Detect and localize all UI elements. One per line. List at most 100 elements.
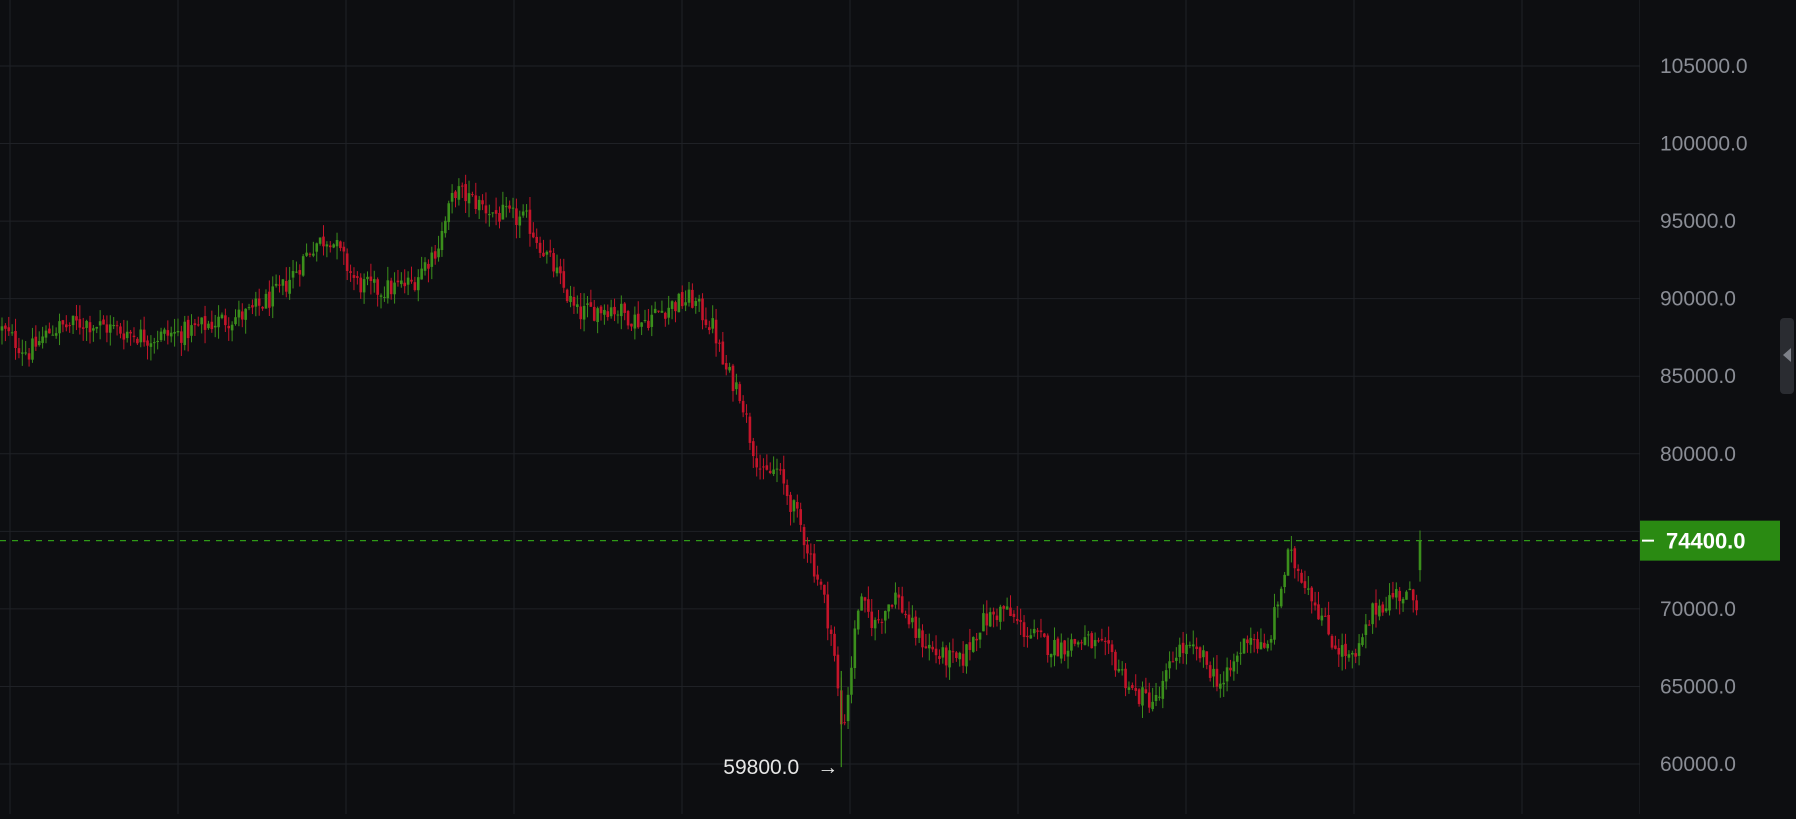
candle-body <box>1418 540 1422 571</box>
candle-body <box>816 574 819 580</box>
candle-body <box>71 315 75 326</box>
candle-body <box>78 319 82 328</box>
candle-body <box>1303 581 1307 589</box>
candle-body <box>328 245 332 248</box>
low-price-label: 59800.0 <box>723 756 799 779</box>
candle-body <box>1181 642 1185 654</box>
candle-body <box>1022 622 1026 638</box>
candle-body <box>68 325 71 327</box>
candle-body <box>589 302 593 307</box>
candle-body <box>603 309 606 315</box>
candle-body <box>836 654 840 689</box>
candle-body <box>1137 689 1141 705</box>
candle-body <box>718 342 721 344</box>
candle-body <box>1242 638 1246 654</box>
candle-body <box>1212 668 1215 677</box>
candle-body <box>471 194 474 196</box>
candle-body <box>674 302 677 312</box>
candle-body <box>65 324 68 328</box>
price-axis-bg <box>1640 0 1796 814</box>
last-price-label: 74400.0 <box>1666 529 1746 554</box>
candle-body <box>1405 591 1408 600</box>
candle-body <box>1391 592 1395 598</box>
candle-body <box>1015 618 1019 621</box>
candle-body <box>1384 608 1388 612</box>
candle-body <box>251 305 254 308</box>
candle-body <box>826 594 830 629</box>
price-axis[interactable]: 105000.0 100000.0 95000.0 90000.0 85000.0 800… <box>1640 0 1796 814</box>
candle-body <box>1114 651 1117 671</box>
candle-body <box>1351 652 1354 655</box>
candle-body <box>1317 604 1320 620</box>
candle-body <box>616 314 620 316</box>
candle-body <box>437 248 440 258</box>
candle-body <box>1256 639 1259 649</box>
candle-body <box>125 331 129 339</box>
candle-body <box>1053 639 1056 656</box>
candle-body <box>1080 642 1083 644</box>
candle-body <box>1269 638 1273 643</box>
candle-body <box>863 597 867 601</box>
candle-body <box>968 642 972 650</box>
candle-body <box>714 319 718 344</box>
candle-body <box>579 306 583 320</box>
candle-body <box>609 307 613 317</box>
candle-body <box>1225 667 1229 682</box>
candle-body <box>1127 687 1131 690</box>
candle-body <box>1415 600 1418 611</box>
candle-body <box>1090 633 1094 649</box>
candle-body <box>14 330 17 349</box>
candle-body <box>592 306 596 321</box>
candle-body <box>829 629 833 634</box>
candle-body <box>772 469 775 475</box>
candle-body <box>58 321 61 334</box>
candle-body <box>129 331 132 334</box>
grid-lines <box>0 0 1641 814</box>
candle-body <box>295 271 298 273</box>
candle-body <box>146 340 149 346</box>
candle-body <box>427 263 430 269</box>
candle-body <box>1357 643 1361 656</box>
candle-body <box>809 553 813 555</box>
candle-body <box>948 650 951 668</box>
candle-body <box>914 616 918 638</box>
candle-body <box>1029 635 1033 639</box>
candle-body <box>660 310 664 313</box>
candle-body <box>667 307 670 318</box>
candle-body <box>724 363 728 370</box>
candle-body <box>576 304 579 307</box>
candle-body <box>454 191 457 199</box>
candle-body <box>1188 644 1192 646</box>
candle-body <box>257 298 261 306</box>
candle-body <box>1276 604 1280 607</box>
candle-body <box>224 315 227 326</box>
candle-body <box>1043 633 1046 637</box>
candle-body <box>883 610 887 621</box>
candle-body <box>988 612 992 627</box>
candle-body <box>1293 548 1297 569</box>
candle-body <box>562 271 566 288</box>
candle-body <box>173 331 176 334</box>
candle-body <box>971 637 975 652</box>
candle-body <box>765 465 769 470</box>
candle-body <box>1036 630 1039 632</box>
candle-body <box>467 193 471 204</box>
candle-body <box>488 214 491 216</box>
candle-body <box>870 611 874 628</box>
candle-body <box>230 324 234 331</box>
candle-body <box>1222 682 1226 685</box>
candle-body <box>569 295 572 303</box>
price-tick-label: 90000.0 <box>1660 288 1736 311</box>
candle-body <box>873 619 877 629</box>
candle-body <box>1056 638 1060 657</box>
candle-body <box>623 303 627 313</box>
candle-body <box>457 186 461 200</box>
low-annotation: 59800.0 → <box>723 756 838 779</box>
candle-body <box>1107 640 1110 644</box>
price-axis-collapse-handle[interactable] <box>1780 318 1794 394</box>
candle-body <box>1147 692 1151 708</box>
candle-body <box>833 633 836 656</box>
candle-body <box>1374 602 1378 615</box>
